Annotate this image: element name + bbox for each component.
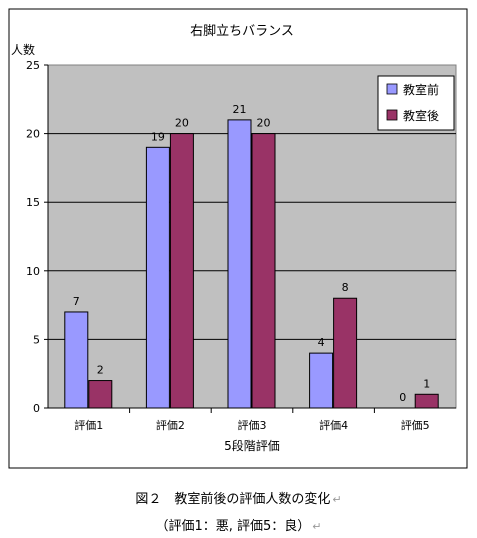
figure-caption-text: 図２ 教室前後の評価人数の変化 <box>135 492 331 507</box>
figure-caption: 図２ 教室前後の評価人数の変化 ↵ <box>0 488 477 507</box>
data-label: 4 <box>318 336 325 349</box>
return-mark-2: ↵ <box>312 520 322 533</box>
x-tick-label: 評価5 <box>401 418 430 432</box>
bar-after <box>414 393 439 409</box>
bar-before <box>309 352 334 409</box>
bar-before <box>145 146 170 409</box>
x-tick-label: 評価4 <box>319 418 348 432</box>
bar-after <box>251 133 276 409</box>
chart-frame: 右脚立ちバランス 人数 0 5 10 15 20 25 7 2 19 20 21 20 4 8 0 1 評価… <box>8 8 468 469</box>
x-axis-ticks: 評価1 評価2 評価3 評価4 評価5 <box>74 408 430 432</box>
x-tick-label: 評価3 <box>238 418 267 432</box>
data-label: 20 <box>175 117 189 130</box>
x-tick-label: 評価2 <box>156 418 185 432</box>
legend-swatch-before <box>386 83 398 95</box>
x-tick-label: 評価1 <box>74 418 103 432</box>
legend-label-after: 教室後 <box>403 108 439 123</box>
legend-label-before: 教室前 <box>403 82 439 97</box>
bar-after <box>333 297 358 409</box>
y-axis-label: 人数 <box>11 42 35 57</box>
bar-before <box>64 311 89 409</box>
y-tick-label: 5 <box>33 333 40 346</box>
bars <box>64 119 439 409</box>
data-label: 2 <box>97 364 104 377</box>
data-label: 20 <box>257 117 271 130</box>
x-axis-label: 5段階評価 <box>224 438 280 453</box>
data-label: 1 <box>423 377 430 390</box>
bar-after <box>169 133 194 409</box>
data-label: 7 <box>73 295 80 308</box>
return-mark-1: ↵ <box>332 493 342 506</box>
y-tick-label: 20 <box>26 128 40 141</box>
y-tick-label: 0 <box>33 402 40 415</box>
chart-title: 右脚立ちバランス <box>190 23 294 39</box>
legend: 教室前 教室後 <box>377 75 455 131</box>
data-label: 0 <box>399 391 406 404</box>
y-tick-label: 10 <box>26 265 40 278</box>
data-label: 8 <box>342 281 349 294</box>
bar-after <box>88 380 113 409</box>
data-label: 21 <box>233 103 247 116</box>
figure-subcaption: （評価1：悪, 評価5：良） ↵ <box>0 515 477 534</box>
figure-subcaption-text: （評価1：悪, 評価5：良） <box>155 519 311 534</box>
legend-swatch-after <box>386 109 398 121</box>
y-tick-label: 15 <box>26 196 40 209</box>
bar-before <box>227 119 252 409</box>
data-label: 19 <box>151 130 165 143</box>
data-labels: 7 2 19 20 21 20 4 8 0 1 <box>73 103 430 404</box>
y-tick-label: 25 <box>26 59 40 72</box>
